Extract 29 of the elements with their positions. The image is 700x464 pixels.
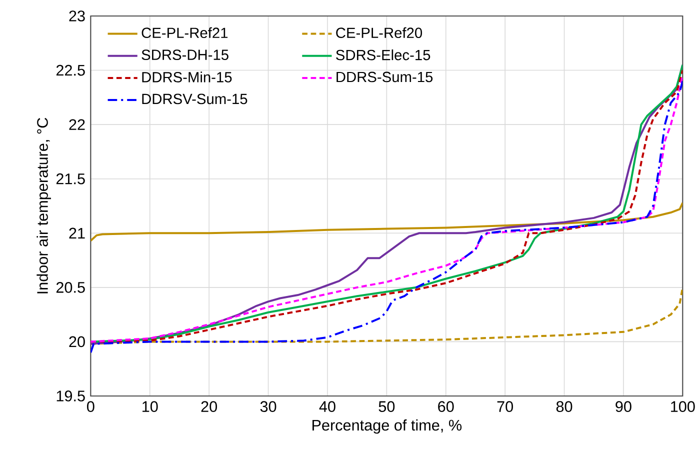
x-tick-label: 20 bbox=[201, 401, 217, 412]
x-tick-label: 0 bbox=[87, 401, 94, 412]
y-tick-label: 23 bbox=[69, 10, 85, 22]
x-tick-label: 50 bbox=[378, 401, 395, 412]
x-tick-label: 80 bbox=[556, 401, 572, 412]
y-tick-label: 21 bbox=[69, 228, 85, 238]
legend-label: DDRS-Min-15 bbox=[142, 72, 232, 82]
y-tick-label: 19.5 bbox=[56, 390, 85, 402]
legend-label: CE-PL-Ref20 bbox=[336, 27, 422, 38]
x-tick-label: 90 bbox=[616, 401, 632, 412]
line-series bbox=[90, 202, 683, 242]
y-tick-label: 20 bbox=[69, 336, 85, 348]
y-tick-label: 21.5 bbox=[56, 173, 85, 184]
y-tick-label: 20.5 bbox=[56, 282, 85, 293]
legend-label: CE-PL-Ref21 bbox=[142, 27, 228, 38]
legend-label: SDRS-DH-15 bbox=[142, 50, 228, 60]
y-tick-label: 22.5 bbox=[56, 64, 85, 76]
y-tick-label: 22 bbox=[69, 119, 85, 130]
x-tick-label: 40 bbox=[319, 401, 336, 412]
x-tick-label: 30 bbox=[260, 401, 276, 412]
x-tick-label: 100 bbox=[671, 401, 695, 412]
y-axis-title: Indoor air temperature, °C bbox=[36, 118, 51, 294]
x-axis-title: Percentage of time, % bbox=[312, 419, 462, 434]
legend-label: DDRSV-Sum-15 bbox=[142, 94, 248, 104]
x-tick-label: 70 bbox=[497, 401, 513, 412]
legend-label: DDRS-Sum-15 bbox=[336, 72, 433, 82]
x-tick-label: 10 bbox=[142, 401, 158, 412]
legend-label: SDRS-Elec-15 bbox=[336, 49, 430, 60]
x-tick-label: 60 bbox=[438, 401, 454, 412]
